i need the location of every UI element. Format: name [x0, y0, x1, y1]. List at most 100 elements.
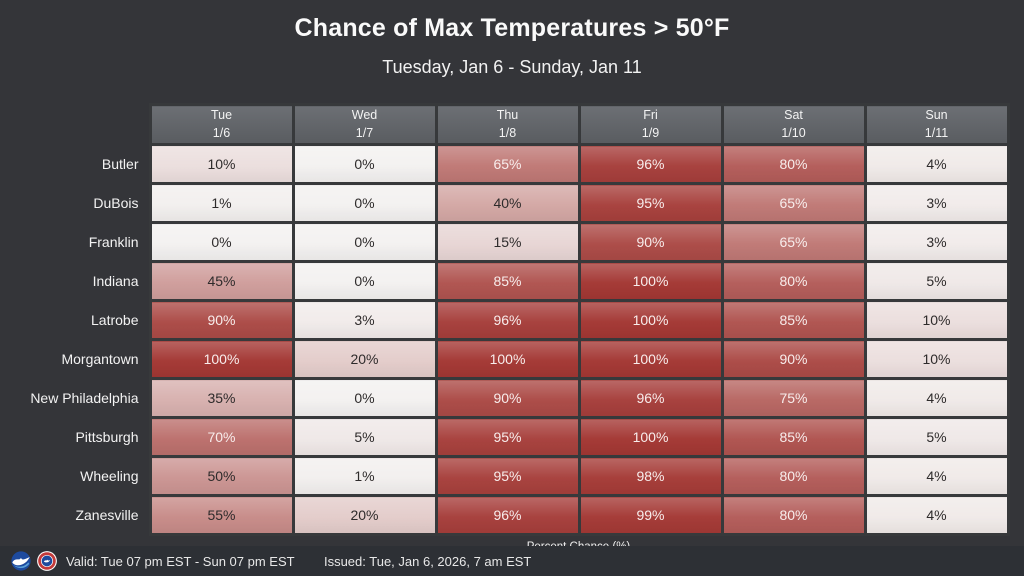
- column-date-label: 1/8: [498, 125, 517, 140]
- percent-cell: 90%: [148, 299, 295, 341]
- percent-cell: 0%: [291, 260, 438, 302]
- column-day-label: Sun: [925, 108, 948, 122]
- percent-cell: 1%: [148, 182, 295, 224]
- percent-cell: 65%: [720, 182, 867, 224]
- percent-cell: 0%: [148, 221, 295, 263]
- percent-cell: 10%: [863, 299, 1010, 341]
- column-header-sun: Sun 1/11: [863, 103, 1010, 146]
- table-row: Wheeling 50% 1% 95% 98% 80% 4%: [0, 455, 1010, 497]
- nws-logo-icon: [37, 551, 57, 571]
- percent-cell: 100%: [148, 338, 295, 380]
- validity-text: Valid: Tue 07 pm EST - Sun 07 pm EST Iss…: [66, 554, 531, 569]
- percent-cell: 3%: [863, 221, 1010, 263]
- row-label: New Philadelphia: [30, 390, 139, 406]
- table-row: Indiana 45% 0% 85% 100% 80% 5%: [0, 260, 1010, 302]
- percent-cell: 4%: [863, 377, 1010, 419]
- percent-cell: 4%: [863, 494, 1010, 536]
- page-title: Chance of Max Temperatures > 50°F: [294, 14, 730, 42]
- column-header-fri: Fri 1/9: [577, 103, 724, 146]
- column-date-label: 1/7: [355, 125, 374, 140]
- percent-cell: 96%: [577, 143, 724, 185]
- percent-cell: 0%: [291, 377, 438, 419]
- row-label: Pittsburgh: [75, 429, 139, 445]
- percent-cell: 5%: [863, 416, 1010, 458]
- date-range-subtitle: Tuesday, Jan 6 - Sunday, Jan 11: [382, 57, 642, 77]
- row-label: DuBois: [93, 195, 139, 211]
- issued-label: Issued: Tue, Jan 6, 2026, 7 am EST: [323, 553, 532, 569]
- percent-cell: 95%: [577, 182, 724, 224]
- percent-cell: 95%: [434, 455, 581, 497]
- column-date-label: 1/10: [781, 125, 806, 140]
- row-label: Latrobe: [91, 312, 139, 328]
- table-row: Butler 10% 0% 65% 96% 80% 4%: [0, 143, 1010, 185]
- percent-cell: 90%: [434, 377, 581, 419]
- valid-label: Valid: Tue 07 pm EST - Sun 07 pm EST: [66, 553, 295, 569]
- footer-bar: Valid: Tue 07 pm EST - Sun 07 pm EST Iss…: [0, 546, 1024, 576]
- percent-cell: 75%: [720, 377, 867, 419]
- percent-cell: 35%: [148, 377, 295, 419]
- column-day-label: Tue: [210, 108, 233, 122]
- table-row: Morgantown 100% 20% 100% 100% 90% 10%: [0, 338, 1010, 380]
- column-header-sat: Sat 1/10: [720, 103, 867, 146]
- percent-cell: 15%: [434, 221, 581, 263]
- percent-cell: 50%: [148, 455, 295, 497]
- percent-cell: 20%: [291, 494, 438, 536]
- percent-cell: 1%: [291, 455, 438, 497]
- percent-cell: 10%: [148, 143, 295, 185]
- percent-cell: 0%: [291, 182, 438, 224]
- table-row: Zanesville 55% 20% 96% 99% 80% 4%: [0, 494, 1010, 536]
- percent-cell: 65%: [434, 143, 581, 185]
- column-header-wed: Wed 1/7: [291, 103, 438, 146]
- percent-cell: 70%: [148, 416, 295, 458]
- percent-cell: 100%: [577, 338, 724, 380]
- percent-cell: 10%: [863, 338, 1010, 380]
- percent-cell: 3%: [863, 182, 1010, 224]
- percent-cell: 5%: [291, 416, 438, 458]
- column-date-label: 1/11: [924, 125, 949, 140]
- row-label: Franklin: [88, 234, 139, 250]
- percent-cell: 99%: [577, 494, 724, 536]
- percent-cell: 4%: [863, 455, 1010, 497]
- percent-cell: 80%: [720, 260, 867, 302]
- table-row: Pittsburgh 70% 5% 95% 100% 85% 5%: [0, 416, 1010, 458]
- column-date-label: 1/9: [641, 125, 660, 140]
- percent-cell: 85%: [434, 260, 581, 302]
- percent-cell: 45%: [148, 260, 295, 302]
- column-date-label: 1/6: [212, 125, 231, 140]
- percent-cell: 100%: [577, 299, 724, 341]
- percent-cell: 65%: [720, 221, 867, 263]
- column-day-label: Thu: [496, 108, 519, 122]
- percent-cell: 80%: [720, 455, 867, 497]
- table-row: New Philadelphia 35% 0% 90% 96% 75% 4%: [0, 377, 1010, 419]
- table-body: Butler 10% 0% 65% 96% 80% 4% DuBois 1% 0% 40% 95% 65…: [0, 143, 1010, 536]
- percent-cell: 90%: [577, 221, 724, 263]
- percent-cell: 3%: [291, 299, 438, 341]
- percent-cell: 0%: [291, 221, 438, 263]
- column-header-thu: Thu 1/8: [434, 103, 581, 146]
- corner-cell: [0, 105, 150, 145]
- column-day-label: Sat: [784, 108, 803, 122]
- percent-cell: 90%: [720, 338, 867, 380]
- percent-cell: 96%: [434, 299, 581, 341]
- column-day-label: Wed: [351, 108, 378, 122]
- percent-table: Tue 1/6 Wed 1/7 Thu 1/8 Fri 1/9 Sat 1/10 Sun 1/11 B…: [0, 103, 1010, 536]
- table-row: Latrobe 90% 3% 96% 100% 85% 10%: [0, 299, 1010, 341]
- percent-cell: 80%: [720, 494, 867, 536]
- percent-cell: 95%: [434, 416, 581, 458]
- column-day-label: Fri: [643, 108, 658, 122]
- row-label: Indiana: [92, 273, 139, 289]
- percent-cell: 100%: [577, 416, 724, 458]
- table-head: Tue 1/6 Wed 1/7 Thu 1/8 Fri 1/9 Sat 1/10 Sun 1/11: [0, 103, 1010, 146]
- noaa-logo-icon: [11, 551, 31, 571]
- percent-cell: 4%: [863, 143, 1010, 185]
- percent-cell: 100%: [434, 338, 581, 380]
- table-row: Franklin 0% 0% 15% 90% 65% 3%: [0, 221, 1010, 263]
- percent-cell: 80%: [720, 143, 867, 185]
- percent-cell: 5%: [863, 260, 1010, 302]
- row-label: Morgantown: [61, 351, 139, 367]
- row-label: Wheeling: [80, 468, 139, 484]
- row-label: Butler: [101, 156, 139, 172]
- percent-cell: 98%: [577, 455, 724, 497]
- table-row: DuBois 1% 0% 40% 95% 65% 3%: [0, 182, 1010, 224]
- footer-logos: [10, 550, 58, 572]
